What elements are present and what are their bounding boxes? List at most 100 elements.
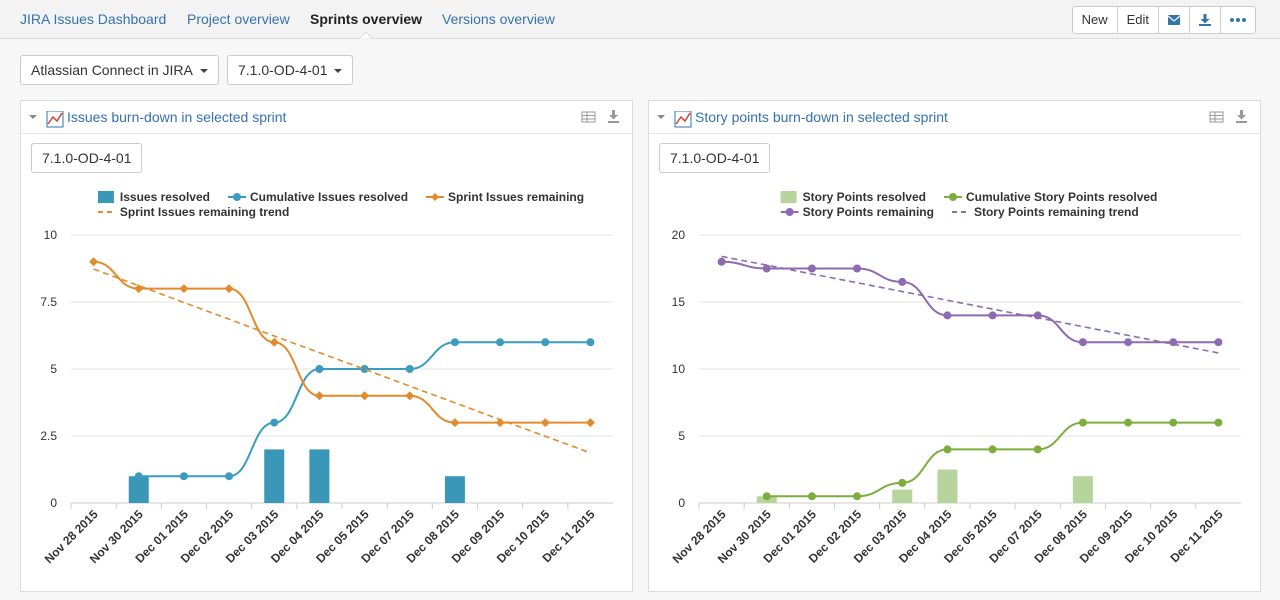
legend-item: Sprint Issues remaining [426, 190, 584, 204]
more-button[interactable] [1221, 7, 1255, 33]
marker [270, 418, 279, 427]
y-tick-label: 20 [672, 228, 686, 242]
legend-item: Story Points resolved [780, 190, 926, 204]
marker [224, 284, 234, 294]
marker [269, 337, 279, 347]
y-tick-label: 0 [678, 496, 685, 510]
tab[interactable]: Project overview [187, 11, 290, 27]
y-tick-label: 7.5 [40, 295, 57, 309]
bar [1072, 476, 1093, 503]
marker [1078, 418, 1087, 427]
top-bar: JIRA Issues Dashboard Project overview S… [0, 0, 1280, 39]
legend-item: Cumulative Story Points resolved [943, 190, 1157, 204]
legend-marker [785, 208, 794, 216]
marker [1214, 338, 1223, 347]
panel-icons [29, 111, 64, 128]
legend-item: Cumulative Issues resolved [227, 190, 408, 204]
sprint-filter[interactable]: 7.1.0-OD-4-01 [659, 143, 771, 173]
legend-item: Sprint Issues remaining trend [97, 205, 289, 219]
panel: Story points burn-down in selected sprin… [648, 100, 1261, 592]
trend-line [721, 255, 1219, 354]
marker [853, 492, 862, 501]
sprint-dropdown[interactable]: 7.1.0-OD-4-01 [227, 55, 354, 85]
tab[interactable]: Sprints overview [310, 11, 423, 27]
marker [585, 418, 595, 428]
marker [898, 478, 907, 487]
panel-actions[interactable] [581, 110, 623, 124]
legend-label: Cumulative Issues resolved [250, 190, 408, 204]
legend-swatch [780, 191, 797, 203]
email-button[interactable] [1159, 7, 1190, 33]
legend-item: Story Points remaining trend [951, 205, 1139, 219]
marker [988, 445, 997, 454]
legend-swatch [97, 191, 114, 203]
legend-label: Story Points remaining [803, 205, 934, 219]
marker [179, 472, 188, 481]
marker [586, 338, 595, 347]
marker [360, 365, 369, 373]
y-tick-label: 2.5 [40, 429, 57, 443]
dropdown-label: 7.1.0-OD-4-01 [238, 62, 328, 78]
marker [179, 284, 189, 294]
panel-actions[interactable] [1209, 110, 1251, 124]
legend-marker [232, 193, 241, 201]
bar [937, 469, 958, 503]
marker [943, 311, 952, 320]
legend-label: Story Points remaining trend [974, 205, 1139, 219]
marker [762, 492, 771, 501]
marker [1124, 418, 1133, 427]
legend-label: Sprint Issues remaining [448, 190, 584, 204]
panel-header: Story points burn-down in selected sprin… [649, 101, 1260, 134]
edit-button[interactable]: Edit [1118, 7, 1159, 33]
download-button[interactable] [1190, 7, 1221, 33]
email-icon [1168, 15, 1180, 25]
y-tick-label: 5 [50, 362, 57, 376]
tab[interactable]: JIRA Issues Dashboard [20, 11, 167, 27]
marker [134, 472, 143, 481]
marker [1033, 445, 1042, 454]
marker [134, 284, 144, 294]
marker [807, 264, 816, 273]
bar [309, 449, 330, 503]
marker [315, 365, 324, 373]
toolbar: New Edit [1071, 6, 1256, 34]
legend-label: Sprint Issues remaining trend [120, 205, 289, 219]
panel: Issues burn-down in selected sprint 7.1.… [20, 100, 633, 592]
legend-label: Issues resolved [120, 190, 210, 204]
trend-line [93, 268, 591, 454]
line [766, 421, 1219, 498]
y-tick-label: 10 [44, 228, 58, 242]
bar [892, 489, 913, 503]
legend-marker [948, 193, 957, 201]
new-button[interactable]: New [1073, 7, 1118, 33]
project-dropdown[interactable]: Atlassian Connect in JIRA [20, 55, 219, 85]
panel-icons [657, 111, 692, 128]
marker [405, 391, 415, 401]
marker [1078, 338, 1087, 347]
marker [1169, 418, 1178, 427]
legend-item: Issues resolved [97, 190, 210, 204]
sprint-filter[interactable]: 7.1.0-OD-4-01 [31, 143, 143, 173]
marker [360, 391, 370, 401]
marker [1124, 338, 1133, 347]
line [138, 341, 591, 478]
download-icon [1199, 14, 1211, 26]
marker [717, 257, 726, 266]
panel-title[interactable]: Issues burn-down in selected sprint [67, 109, 287, 125]
marker [988, 311, 997, 320]
legend-label: Story Points resolved [803, 190, 926, 204]
marker [450, 418, 460, 428]
panel-header: Issues burn-down in selected sprint [21, 101, 632, 134]
y-tick-label: 5 [678, 429, 685, 443]
panel-title[interactable]: Story points burn-down in selected sprin… [695, 109, 948, 125]
bar [264, 449, 285, 503]
marker [450, 338, 459, 347]
legend-label: Cumulative Story Points resolved [966, 190, 1157, 204]
marker [405, 365, 414, 373]
marker [898, 277, 907, 286]
marker [540, 418, 550, 428]
y-tick-label: 0 [50, 496, 57, 510]
y-tick-label: 15 [672, 295, 686, 309]
tab[interactable]: Versions overview [442, 11, 555, 27]
